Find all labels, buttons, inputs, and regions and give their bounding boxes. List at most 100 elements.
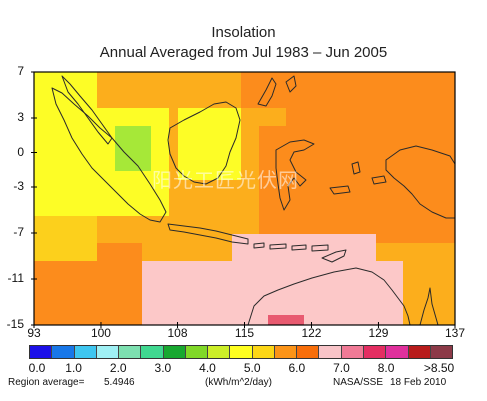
insolation-cell xyxy=(367,180,377,190)
insolation-cell xyxy=(106,189,116,199)
insolation-cell xyxy=(151,117,161,127)
insolation-cell xyxy=(169,198,179,208)
insolation-cell xyxy=(205,135,215,145)
insolation-cell xyxy=(232,261,242,271)
insolation-cell xyxy=(232,297,242,307)
insolation-cell xyxy=(169,144,179,154)
insolation-cell xyxy=(349,162,359,172)
insolation-cell xyxy=(169,81,179,91)
insolation-cell xyxy=(412,225,422,235)
insolation-cell xyxy=(385,72,395,82)
insolation-cell xyxy=(214,180,224,190)
insolation-cell xyxy=(232,234,242,244)
insolation-cell xyxy=(214,135,224,145)
colorbar-swatch xyxy=(141,346,164,358)
insolation-cell xyxy=(313,117,323,127)
insolation-cell xyxy=(97,99,107,109)
insolation-cell xyxy=(421,117,431,127)
colorbar-swatch xyxy=(297,346,320,358)
insolation-cell xyxy=(259,108,269,118)
insolation-cell xyxy=(151,225,161,235)
insolation-cell xyxy=(34,279,44,289)
insolation-cell xyxy=(376,207,386,217)
insolation-cell xyxy=(268,153,278,163)
insolation-cell xyxy=(115,171,125,181)
insolation-cell xyxy=(448,81,456,91)
insolation-cell xyxy=(142,216,152,226)
coast-sunda-islands xyxy=(253,242,329,252)
insolation-cell xyxy=(169,243,179,253)
insolation-cell xyxy=(88,234,98,244)
insolation-cell xyxy=(295,270,305,280)
insolation-cell xyxy=(187,216,197,226)
insolation-cell xyxy=(205,234,215,244)
insolation-cell xyxy=(313,108,323,118)
insolation-cell xyxy=(439,90,449,100)
insolation-cell xyxy=(160,72,170,82)
insolation-cell xyxy=(214,162,224,172)
insolation-cell xyxy=(88,90,98,100)
insolation-cell xyxy=(259,243,269,253)
insolation-cell xyxy=(304,117,314,127)
insolation-cell xyxy=(349,315,359,325)
insolation-cell xyxy=(358,99,368,109)
insolation-cell xyxy=(133,189,143,199)
insolation-cell xyxy=(304,225,314,235)
insolation-cell xyxy=(169,171,179,181)
insolation-cell xyxy=(214,306,224,316)
insolation-cell xyxy=(448,288,456,298)
watermark-text: 阳光工匠光伏网 xyxy=(152,170,299,192)
insolation-cell xyxy=(232,153,242,163)
insolation-cell xyxy=(151,72,161,82)
insolation-cell xyxy=(160,117,170,127)
insolation-cell xyxy=(277,117,287,127)
insolation-cell xyxy=(115,117,125,127)
insolation-cell xyxy=(241,315,251,325)
insolation-cell xyxy=(286,252,296,262)
region-average-value: 5.4946 xyxy=(104,377,135,388)
lon-tick-label: 129 xyxy=(368,326,389,340)
insolation-cell xyxy=(349,90,359,100)
insolation-cell xyxy=(376,81,386,91)
insolation-cell xyxy=(277,126,287,136)
insolation-cell xyxy=(340,243,350,253)
insolation-cell xyxy=(430,126,440,136)
insolation-cell xyxy=(304,297,314,307)
insolation-cell xyxy=(412,243,422,253)
insolation-cell xyxy=(385,216,395,226)
insolation-cell xyxy=(394,135,404,145)
insolation-cell xyxy=(385,117,395,127)
insolation-cell xyxy=(232,99,242,109)
insolation-cell xyxy=(277,108,287,118)
insolation-cell xyxy=(43,225,53,235)
insolation-cell xyxy=(259,189,269,199)
insolation-cell xyxy=(106,153,116,163)
insolation-cell xyxy=(214,81,224,91)
insolation-cell xyxy=(421,243,431,253)
insolation-cell xyxy=(421,261,431,271)
insolation-cell xyxy=(295,72,305,82)
insolation-cell xyxy=(430,99,440,109)
insolation-cell xyxy=(223,270,233,280)
insolation-cell xyxy=(439,288,449,298)
insolation-cell xyxy=(151,234,161,244)
lat-tick-label: -7 xyxy=(13,225,24,239)
insolation-cell xyxy=(142,162,152,172)
insolation-cell xyxy=(268,270,278,280)
insolation-cell xyxy=(268,252,278,262)
insolation-cell xyxy=(133,279,143,289)
insolation-cell xyxy=(421,207,431,217)
insolation-cell xyxy=(97,117,107,127)
insolation-cell xyxy=(70,153,80,163)
insolation-cell xyxy=(376,306,386,316)
insolation-cell xyxy=(151,144,161,154)
insolation-cell xyxy=(349,261,359,271)
insolation-cell xyxy=(196,315,206,325)
insolation-cell xyxy=(214,270,224,280)
insolation-cell xyxy=(205,216,215,226)
insolation-cell xyxy=(43,117,53,127)
insolation-cell xyxy=(349,108,359,118)
insolation-cell xyxy=(79,252,89,262)
insolation-cell xyxy=(367,225,377,235)
insolation-cell xyxy=(268,135,278,145)
